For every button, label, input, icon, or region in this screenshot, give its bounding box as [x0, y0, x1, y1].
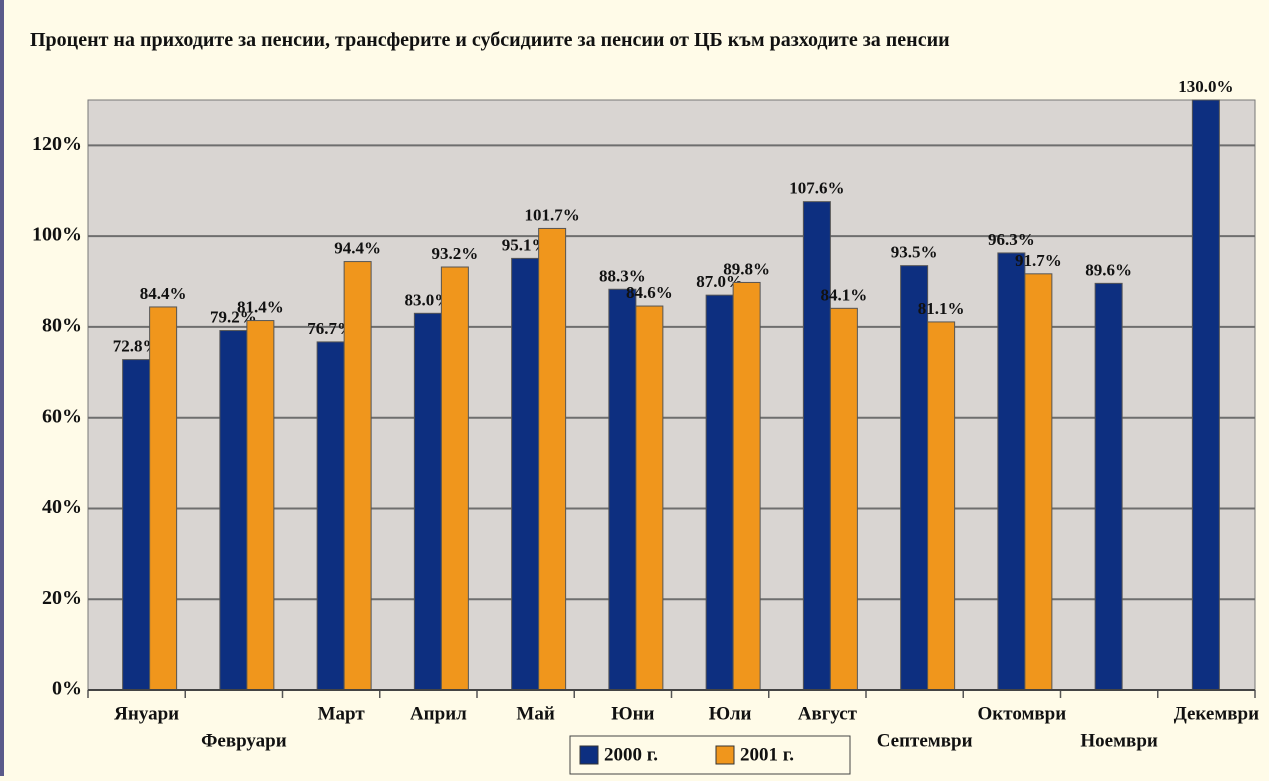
bar: [316, 341, 345, 691]
data-label: 79.2%: [210, 308, 257, 327]
data-label: 72.8%: [113, 337, 160, 356]
y-tick-label: 80%: [42, 315, 82, 337]
y-tick-label: 120%: [32, 133, 82, 155]
x-tick-label: Януари: [114, 703, 179, 724]
chart-title: Процент на приходите за пенсии, трансфер…: [30, 29, 950, 51]
x-tick-label: Декември: [1174, 703, 1259, 724]
legend: 2000 г. 2001 г.: [569, 735, 851, 775]
bar: [440, 266, 469, 691]
x-tick-label: Юли: [709, 703, 752, 724]
y-tick-label: 40%: [42, 496, 82, 518]
x-tick-label: Юни: [611, 703, 654, 724]
legend-label: 2000 г.: [604, 744, 658, 765]
legend-swatch: [579, 745, 599, 765]
x-tick-label: Ноември: [1080, 730, 1157, 751]
data-label: 89.8%: [723, 259, 770, 278]
bar: [343, 261, 372, 691]
data-label: 88.3%: [599, 266, 646, 285]
x-tick-label: Септември: [877, 730, 973, 751]
data-label: 87.0%: [696, 272, 743, 291]
data-label: 93.2%: [432, 244, 479, 263]
data-label: 130.0%: [1178, 77, 1233, 96]
data-label: 89.6%: [1085, 260, 1132, 279]
bar: [1024, 273, 1053, 691]
data-label: 107.6%: [789, 179, 844, 198]
bar: [900, 265, 929, 691]
bar: [705, 294, 734, 691]
data-label: 101.7%: [525, 205, 580, 224]
y-tick-label: 100%: [32, 224, 82, 246]
data-label: 84.4%: [140, 284, 187, 303]
bar: [538, 227, 567, 691]
bar: [829, 307, 858, 691]
bar: [997, 252, 1026, 691]
data-label: 76.7%: [307, 319, 354, 338]
plot-area: [87, 99, 1256, 691]
bar: [635, 305, 664, 691]
data-label: 94.4%: [334, 239, 381, 258]
legend-swatch: [715, 745, 735, 765]
bar: [802, 201, 831, 691]
y-tick-label: 60%: [42, 405, 82, 427]
bar: [1094, 282, 1123, 691]
data-label: 84.1%: [821, 285, 868, 304]
x-tick-label: Октомври: [978, 703, 1067, 724]
data-label: 81.1%: [918, 299, 965, 318]
left-border: [0, 0, 4, 776]
y-tick-label: 20%: [42, 587, 82, 609]
legend-label: 2001 г.: [740, 744, 794, 765]
x-tick-label: Август: [798, 703, 858, 724]
legend-box: [569, 735, 851, 775]
data-label: 83.0%: [405, 290, 452, 309]
data-label: 95.1%: [502, 235, 549, 254]
bar: [122, 359, 151, 691]
data-label: 81.4%: [237, 298, 284, 317]
bar: [732, 281, 761, 691]
bar: [927, 321, 956, 691]
x-tick-label: Февруари: [201, 730, 287, 751]
bar: [608, 288, 637, 691]
data-label: 84.6%: [626, 283, 673, 302]
bar: [246, 320, 275, 691]
data-label: 91.7%: [1015, 251, 1062, 270]
x-tick-label: Май: [516, 703, 554, 724]
y-tick-label: 0%: [52, 678, 82, 700]
bar: [219, 330, 248, 691]
bar: [149, 306, 178, 691]
x-tick-label: Март: [318, 703, 366, 724]
bar: [511, 257, 540, 691]
data-label: 96.3%: [988, 230, 1035, 249]
bar: [413, 312, 442, 691]
x-tick-label: Април: [410, 703, 467, 724]
bar: [1191, 99, 1220, 691]
data-label: 93.5%: [891, 243, 938, 262]
